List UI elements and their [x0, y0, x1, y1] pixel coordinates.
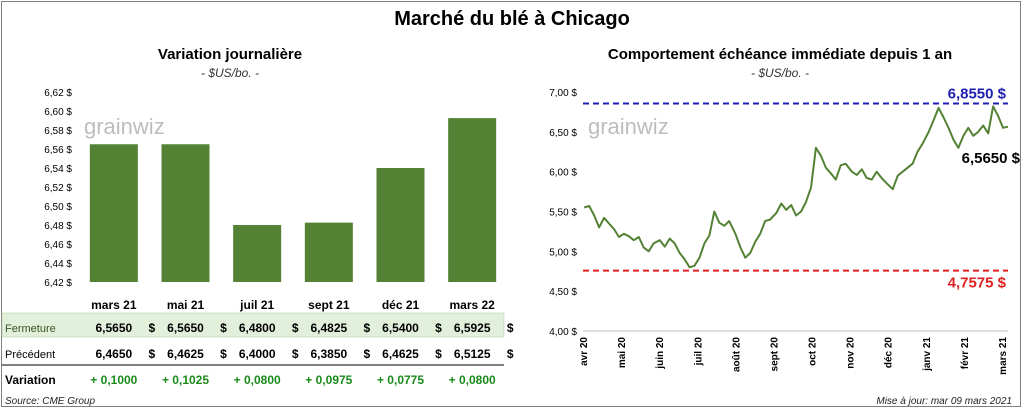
table-cell: 6,5650 — [95, 321, 132, 335]
currency-suffix: $ — [148, 321, 155, 335]
table-cell: 6,3850 — [310, 347, 347, 361]
table-cell: 6,5925 — [454, 321, 491, 335]
currency-suffix: $ — [292, 347, 299, 361]
currency-suffix: $ — [220, 321, 227, 335]
y-tick-label: 6,00 $ — [549, 168, 577, 179]
currency-suffix: $ — [435, 347, 442, 361]
right-chart-title: Comportement échéance immédiate depuis 1… — [607, 46, 953, 63]
y-tick-label: 6,52 $ — [44, 183, 72, 194]
update-note: Mise à jour: mar 09 mars 2021 — [876, 396, 1012, 407]
table-cell: 6,4650 — [95, 347, 132, 361]
currency-suffix: $ — [292, 321, 299, 335]
x-tick-label: avr 20 — [579, 337, 590, 366]
y-tick-label: 5,50 $ — [549, 208, 577, 219]
y-tick-label: 6,44 $ — [44, 259, 72, 270]
x-category-label: mars 22 — [449, 298, 495, 312]
table-cell: 6,4825 — [310, 321, 347, 335]
y-tick-label: 6,56 $ — [44, 145, 72, 156]
currency-suffix: $ — [363, 347, 370, 361]
row-label: Fermeture — [5, 323, 56, 335]
bar-0 — [89, 144, 138, 282]
x-tick-label: janv 21 — [922, 337, 933, 372]
y-tick-label: 7,00 $ — [549, 88, 577, 99]
left-chart-title: Variation journalière — [157, 46, 303, 63]
row-label: Précédent — [5, 349, 55, 361]
table-cell: 6,5650 — [167, 321, 204, 335]
x-tick-label: août 20 — [731, 337, 742, 372]
left-watermark: grainwiz — [84, 114, 165, 139]
bar-3 — [304, 222, 353, 282]
fermeture-row-bg — [1, 312, 505, 338]
y-tick-label: 4,00 $ — [549, 327, 577, 338]
currency-suffix: $ — [507, 347, 514, 361]
x-category-label: déc 21 — [382, 298, 420, 312]
table-cell: + 0,0800 — [234, 373, 281, 387]
x-tick-label: sept 20 — [769, 337, 780, 372]
y-tick-label: 5,00 $ — [549, 247, 577, 258]
currency-suffix: $ — [507, 321, 514, 335]
table-cell: + 0,1000 — [90, 373, 137, 387]
page-title: Marché du blé à Chicago — [394, 8, 630, 30]
high-value-label: 6,8550 $ — [948, 86, 1007, 103]
table-cell: 6,4800 — [239, 321, 276, 335]
y-tick-label: 6,62 $ — [44, 88, 72, 99]
y-tick-label: 6,42 $ — [44, 278, 72, 289]
x-tick-label: nov 20 — [846, 337, 857, 369]
x-tick-label: mai 20 — [617, 337, 628, 369]
bar-2 — [233, 225, 282, 282]
y-tick-label: 6,50 $ — [549, 128, 577, 139]
x-category-label: mai 21 — [167, 298, 205, 312]
currency-suffix: $ — [435, 321, 442, 335]
x-tick-label: mars 21 — [998, 337, 1009, 375]
table-cell: 6,5125 — [454, 347, 491, 361]
low-value-label: 4,7575 $ — [948, 275, 1007, 292]
table-cell: + 0,0975 — [305, 373, 352, 387]
bar-4 — [376, 168, 425, 282]
table-cell: 6,4625 — [167, 347, 204, 361]
table-cell: 6,4000 — [239, 347, 276, 361]
y-tick-label: 4,50 $ — [549, 287, 577, 298]
y-tick-label: 6,50 $ — [44, 202, 72, 213]
x-category-label: sept 21 — [308, 298, 350, 312]
right-chart-unit: - $US/bo. - — [750, 66, 810, 80]
row-label: Variation — [5, 373, 56, 387]
x-tick-label: déc 20 — [884, 337, 895, 369]
x-tick-label: févr 21 — [960, 337, 971, 370]
y-tick-label: 6,48 $ — [44, 221, 72, 232]
price-series-line — [583, 105, 1009, 269]
y-tick-label: 6,60 $ — [44, 107, 72, 118]
table-cell: 6,4625 — [382, 347, 419, 361]
y-tick-label: 6,46 $ — [44, 240, 72, 251]
x-tick-label: juil 20 — [693, 337, 704, 367]
currency-suffix: $ — [148, 347, 155, 361]
currency-suffix: $ — [220, 347, 227, 361]
table-cell: + 0,0775 — [377, 373, 424, 387]
x-tick-label: oct 20 — [808, 337, 819, 366]
y-tick-label: 6,58 $ — [44, 126, 72, 137]
y-tick-label: 6,54 $ — [44, 164, 72, 175]
bar-1 — [161, 144, 210, 282]
table-cell: + 0,0800 — [449, 373, 496, 387]
currency-suffix: $ — [363, 321, 370, 335]
x-category-label: juil 21 — [239, 298, 274, 312]
table-cell: 6,5400 — [382, 321, 419, 335]
left-chart-unit: - $US/bo. - — [200, 66, 260, 80]
x-tick-label: juin 20 — [655, 337, 666, 370]
source-note: Source: CME Group — [5, 396, 96, 407]
last-value-label: 6,5650 $ — [962, 150, 1021, 167]
right-watermark: grainwiz — [588, 114, 669, 139]
table-cell: + 0,1025 — [162, 373, 209, 387]
bar-5 — [448, 118, 497, 282]
x-category-label: mars 21 — [91, 298, 137, 312]
